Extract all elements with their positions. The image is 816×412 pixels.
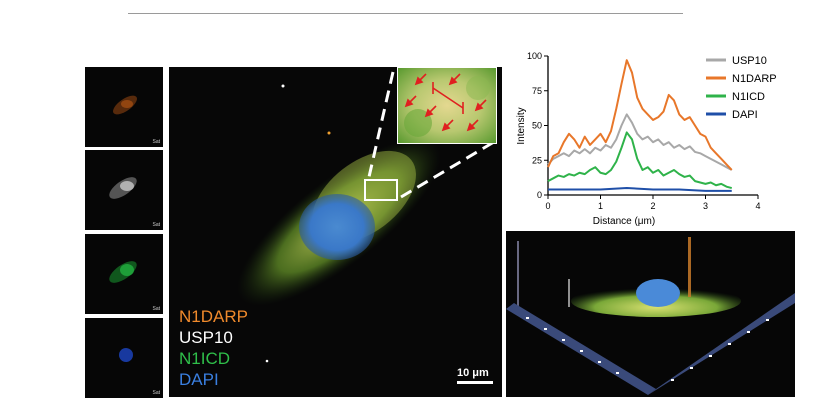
- x-tick-label: 3: [703, 201, 708, 211]
- series-line-n1darp: [547, 59, 733, 171]
- thumb-label: Sat: [152, 139, 160, 145]
- x-tick-label: 2: [650, 201, 655, 211]
- chart-svg: 0 1 2 3 4 0 25 50 75 100 USP10 N1DARP N1ICD DAPI Dis…: [516, 51, 777, 227]
- x-tick-label: 1: [598, 201, 603, 211]
- legend-usp10: USP10: [179, 328, 233, 347]
- surface-plot-image: [506, 237, 795, 395]
- y-tick-label: 75: [532, 86, 542, 96]
- series-line-dapi: [548, 187, 732, 192]
- y-tick-label: 50: [532, 121, 542, 131]
- legend-label-n1icd: N1ICD: [732, 91, 765, 103]
- thumbnail-usp10-image: [109, 177, 137, 199]
- y-tick-label: 100: [527, 51, 542, 61]
- thumbnail-n1darp: Sat: [85, 67, 163, 147]
- thumbnail-usp10: Sat: [85, 150, 163, 230]
- thumbnail-dapi-image: [119, 348, 133, 362]
- surface-plot-3d: [506, 231, 795, 397]
- thumbnail-n1icd-image: [109, 261, 137, 283]
- scale-bar-label: 10 μm: [457, 367, 489, 379]
- thumbnail-dapi: Sat: [85, 318, 163, 398]
- x-tick-label: 4: [755, 201, 760, 211]
- legend-dapi: DAPI: [179, 370, 219, 389]
- thumb-label: Sat: [152, 390, 160, 396]
- y-tick-label: 0: [537, 190, 542, 200]
- series-line-usp10: [547, 113, 733, 171]
- zoom-inset: [397, 67, 497, 144]
- y-tick-label: 25: [532, 155, 542, 165]
- zoom-inset-image: [398, 68, 496, 143]
- legend-label-n1darp: N1DARP: [732, 73, 777, 85]
- thumbnail-n1darp-image: [113, 95, 137, 115]
- cell-image: [237, 71, 500, 363]
- roi-box: [364, 179, 398, 201]
- thumb-label: Sat: [152, 222, 160, 228]
- x-axis-label: Distance (μm): [593, 216, 655, 227]
- x-tick-label: 0: [545, 201, 550, 211]
- legend-label-usp10: USP10: [732, 55, 767, 67]
- legend-n1darp: N1DARP: [179, 307, 248, 326]
- thumbnail-n1icd: Sat: [85, 234, 163, 314]
- legend-label-dapi: DAPI: [732, 109, 758, 121]
- intensity-profile-chart: 0 1 2 3 4 0 25 50 75 100 USP10 N1DARP N1ICD DAPI Dis…: [510, 48, 810, 228]
- scale-bar: [457, 381, 493, 384]
- series-line-n1icd: [547, 131, 733, 190]
- y-axis-label: Intensity: [516, 107, 527, 144]
- legend-n1icd: N1ICD: [179, 349, 231, 368]
- top-rule: [128, 13, 683, 14]
- thumb-label: Sat: [152, 306, 160, 312]
